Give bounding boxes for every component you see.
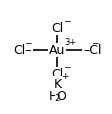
Text: −: − bbox=[24, 38, 31, 47]
Text: 3+: 3+ bbox=[64, 38, 76, 47]
Text: 2: 2 bbox=[54, 94, 60, 103]
Text: Cl–: Cl– bbox=[13, 44, 31, 57]
Text: −: − bbox=[63, 62, 70, 71]
Text: –Cl: –Cl bbox=[83, 44, 102, 57]
Text: −: − bbox=[63, 16, 70, 25]
Text: H: H bbox=[49, 89, 59, 102]
Text: Cl: Cl bbox=[51, 68, 64, 81]
Text: K: K bbox=[53, 77, 61, 90]
Text: Au: Au bbox=[49, 44, 66, 57]
Text: Cl: Cl bbox=[51, 22, 64, 35]
Text: +: + bbox=[61, 71, 69, 80]
Text: O: O bbox=[56, 89, 66, 102]
Text: −: − bbox=[91, 38, 98, 47]
